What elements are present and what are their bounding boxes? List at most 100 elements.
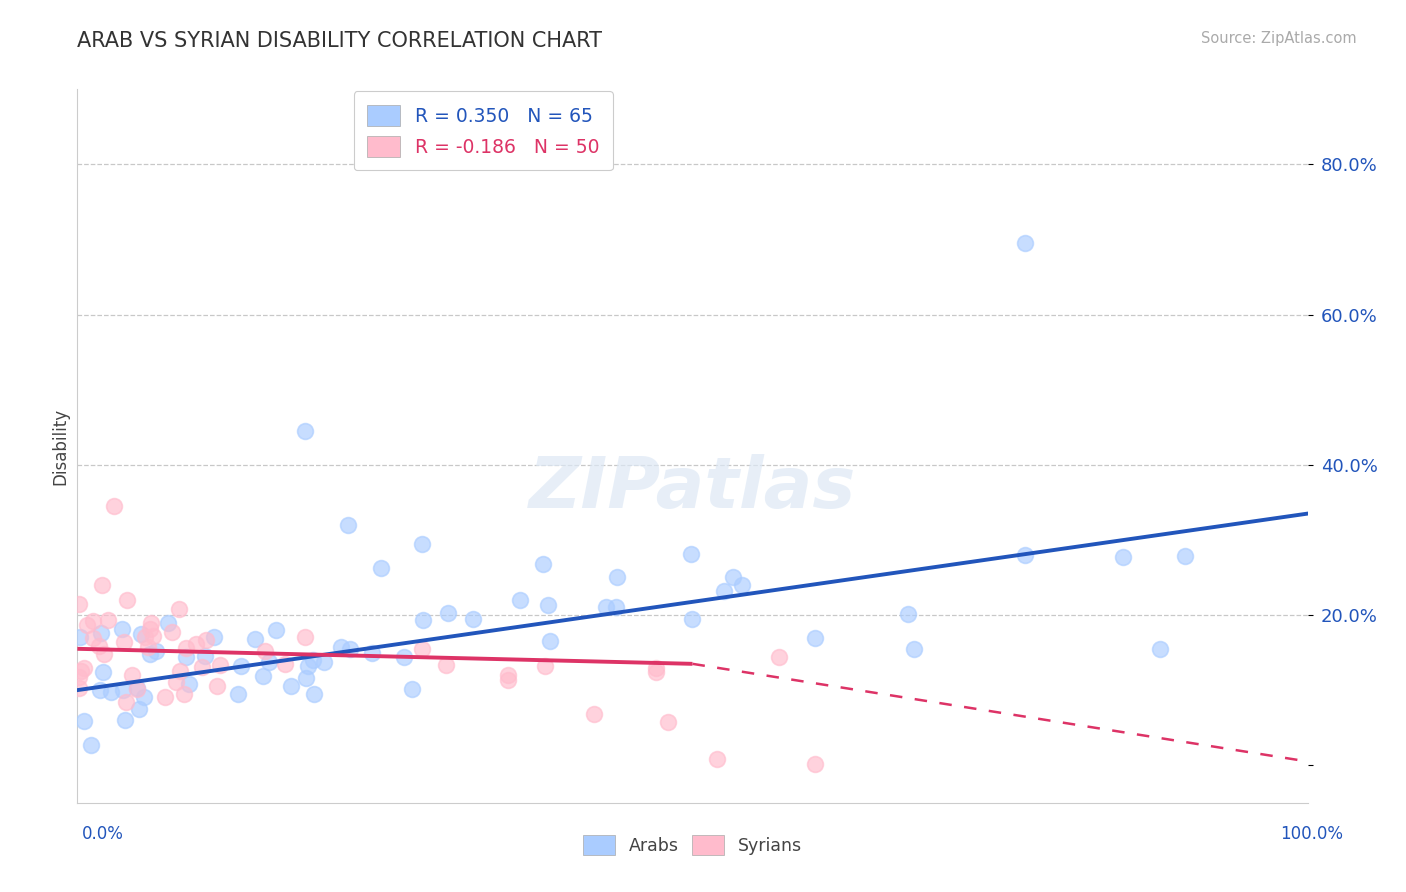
- Point: [412, 614, 434, 628]
- Point: [897, 607, 920, 621]
- Point: [160, 624, 183, 639]
- Point: [142, 629, 165, 643]
- Point: [194, 633, 217, 648]
- Point: [254, 643, 277, 657]
- Point: [297, 659, 319, 673]
- Point: [411, 642, 433, 657]
- Point: [731, 578, 754, 592]
- Point: [194, 648, 217, 663]
- Point: [721, 570, 744, 584]
- Point: [903, 641, 925, 656]
- Point: [804, 757, 827, 772]
- Point: [112, 683, 135, 698]
- Point: [73, 714, 96, 728]
- Y-axis label: Disability: Disability: [51, 408, 69, 484]
- Point: [302, 653, 325, 667]
- Point: [274, 657, 297, 672]
- Point: [437, 606, 460, 620]
- Point: [80, 738, 103, 752]
- Point: [91, 665, 114, 679]
- Point: [67, 681, 90, 696]
- Text: 0.0%: 0.0%: [82, 825, 124, 843]
- Point: [209, 657, 232, 672]
- Point: [337, 517, 360, 532]
- Point: [186, 637, 208, 651]
- Point: [141, 615, 163, 630]
- Point: [115, 593, 138, 607]
- Point: [174, 641, 197, 656]
- Point: [129, 626, 152, 640]
- Point: [657, 715, 679, 730]
- Legend: Arabs, Syrians: Arabs, Syrians: [576, 828, 808, 862]
- Point: [538, 633, 561, 648]
- Point: [121, 668, 143, 682]
- Point: [69, 631, 91, 645]
- Point: [72, 661, 94, 675]
- Point: [111, 622, 134, 636]
- Point: [70, 664, 93, 678]
- Point: [1014, 549, 1036, 563]
- Point: [394, 650, 416, 665]
- Point: [534, 658, 557, 673]
- Point: [82, 614, 104, 628]
- Point: [361, 646, 384, 660]
- Point: [169, 664, 191, 678]
- Point: [132, 690, 155, 705]
- Point: [103, 499, 125, 513]
- Point: [125, 681, 148, 695]
- Point: [127, 681, 149, 696]
- Point: [90, 625, 112, 640]
- Point: [153, 690, 176, 705]
- Point: [167, 602, 190, 616]
- Point: [67, 670, 90, 684]
- Point: [139, 647, 162, 661]
- Point: [496, 673, 519, 687]
- Point: [136, 640, 159, 654]
- Point: [370, 561, 392, 575]
- Point: [229, 659, 252, 673]
- Text: ARAB VS SYRIAN DISABILITY CORRELATION CHART: ARAB VS SYRIAN DISABILITY CORRELATION CH…: [77, 31, 602, 51]
- Point: [67, 597, 90, 611]
- Point: [644, 665, 666, 679]
- Point: [191, 659, 214, 673]
- Point: [280, 679, 302, 693]
- Point: [243, 632, 266, 647]
- Point: [713, 584, 735, 599]
- Point: [76, 617, 98, 632]
- Point: [145, 644, 167, 658]
- Point: [401, 682, 423, 697]
- Point: [1174, 549, 1197, 564]
- Point: [202, 631, 225, 645]
- Point: [294, 630, 316, 644]
- Point: [264, 623, 287, 637]
- Text: ZIPatlas: ZIPatlas: [529, 454, 856, 524]
- Point: [302, 687, 325, 701]
- Point: [89, 682, 111, 697]
- Point: [436, 657, 458, 672]
- Point: [1112, 550, 1135, 565]
- Point: [89, 639, 111, 653]
- Point: [682, 612, 704, 626]
- Point: [93, 647, 115, 661]
- Text: 100.0%: 100.0%: [1279, 825, 1343, 843]
- Point: [174, 650, 197, 665]
- Point: [606, 569, 628, 583]
- Point: [295, 671, 318, 685]
- Point: [257, 655, 280, 669]
- Point: [226, 688, 249, 702]
- Point: [90, 578, 114, 592]
- Point: [1149, 641, 1171, 656]
- Point: [96, 613, 118, 627]
- Point: [165, 675, 187, 690]
- Point: [531, 558, 554, 572]
- Point: [114, 713, 136, 727]
- Point: [179, 677, 201, 691]
- Point: [128, 702, 150, 716]
- Point: [595, 600, 617, 615]
- Point: [681, 547, 703, 561]
- Point: [605, 600, 627, 615]
- Point: [537, 599, 560, 613]
- Point: [252, 669, 274, 683]
- Point: [329, 640, 352, 654]
- Point: [509, 593, 531, 607]
